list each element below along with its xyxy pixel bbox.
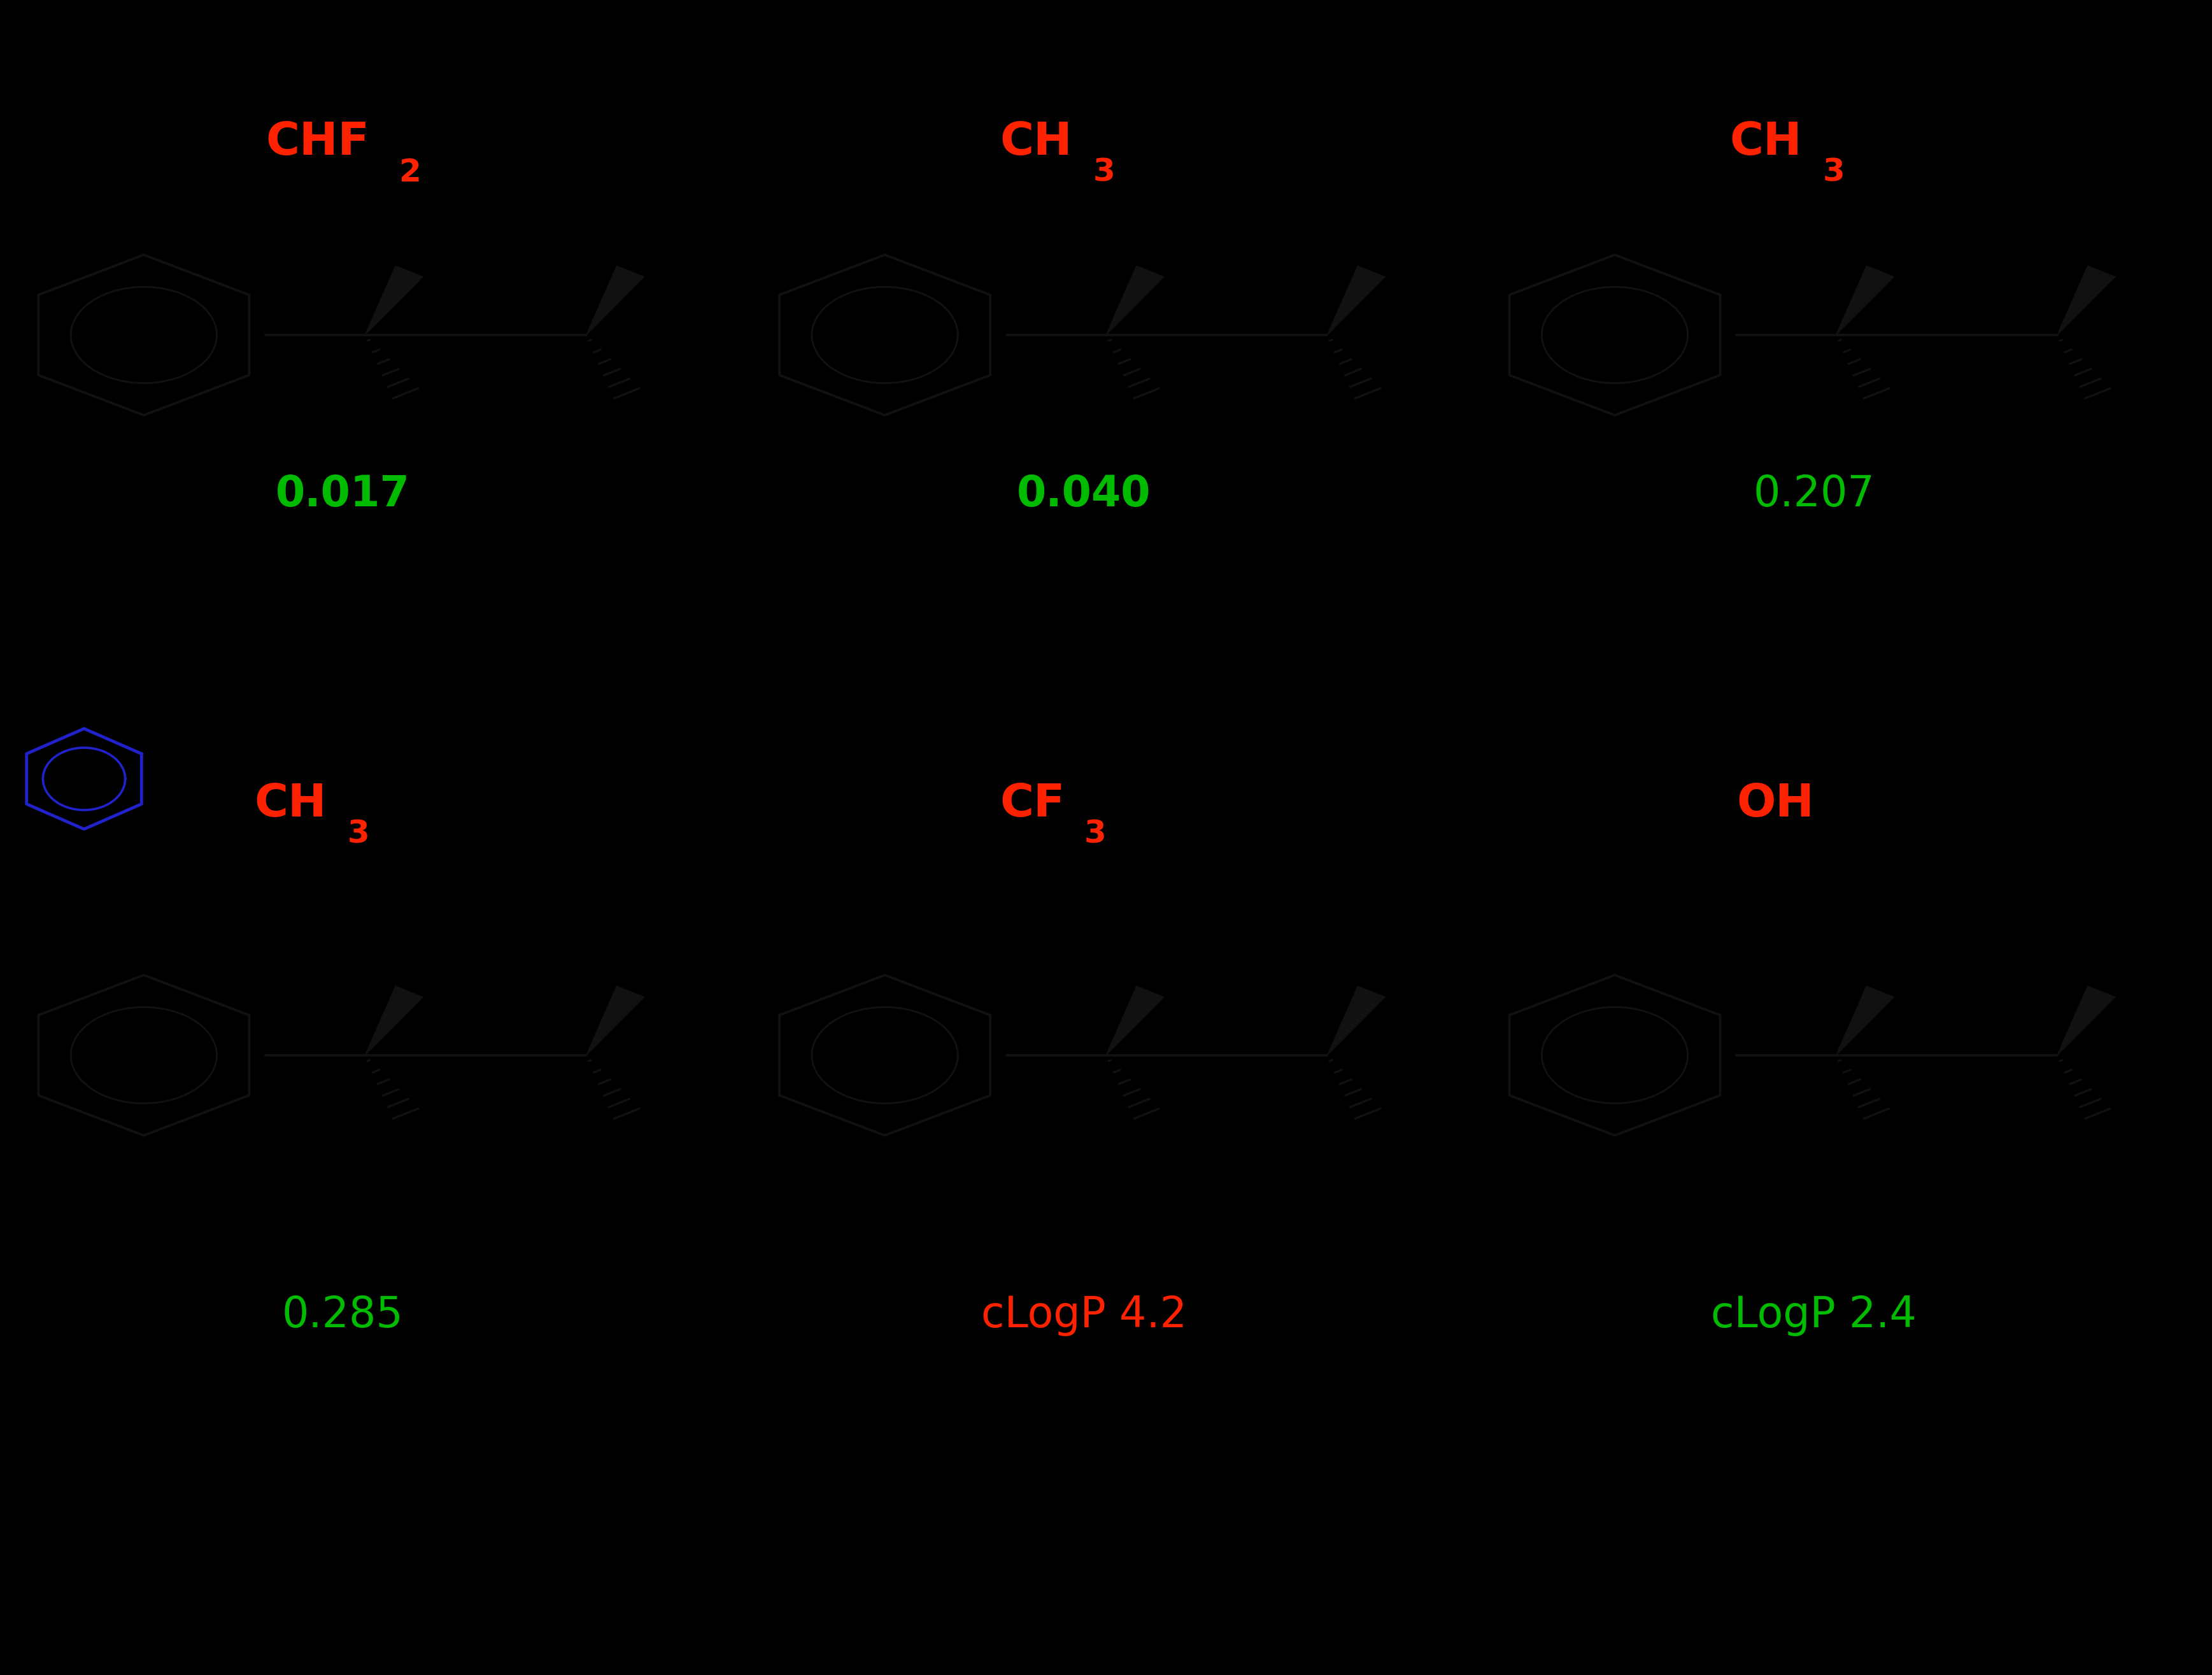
Text: 3: 3 [347, 819, 369, 849]
Text: 0.285: 0.285 [283, 1293, 403, 1337]
Text: 0.017: 0.017 [276, 472, 409, 516]
Text: CH: CH [1730, 121, 1803, 164]
Text: 2: 2 [398, 157, 422, 188]
Text: 3: 3 [1823, 157, 1845, 188]
Text: CF: CF [1000, 782, 1064, 826]
Text: CH: CH [254, 782, 327, 826]
Polygon shape [365, 266, 422, 335]
Text: 0.040: 0.040 [1018, 472, 1150, 516]
Text: CH: CH [1000, 121, 1073, 164]
Polygon shape [1836, 987, 1893, 1055]
Text: 3: 3 [1093, 157, 1115, 188]
Polygon shape [586, 266, 644, 335]
Polygon shape [1106, 987, 1164, 1055]
Polygon shape [1106, 266, 1164, 335]
Polygon shape [1327, 266, 1385, 335]
Text: OH: OH [1736, 782, 1814, 826]
Text: cLogP 4.2: cLogP 4.2 [982, 1293, 1186, 1337]
Text: 3: 3 [1084, 819, 1106, 849]
Polygon shape [1327, 987, 1385, 1055]
Text: 0.207: 0.207 [1754, 472, 1874, 516]
Polygon shape [2057, 987, 2115, 1055]
Text: CHF: CHF [265, 121, 369, 164]
Text: cLogP 2.4: cLogP 2.4 [1712, 1293, 1916, 1337]
Polygon shape [586, 987, 644, 1055]
Polygon shape [365, 987, 422, 1055]
Polygon shape [1836, 266, 1893, 335]
Polygon shape [2057, 266, 2115, 335]
